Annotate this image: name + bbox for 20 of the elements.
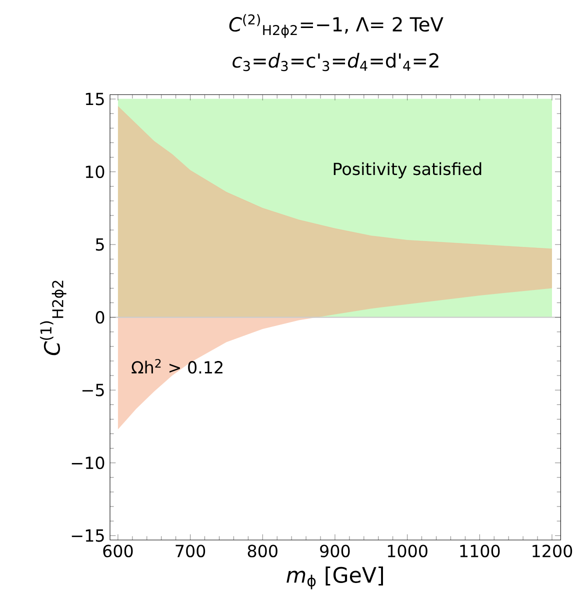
x-tick-label: 700 xyxy=(176,544,206,558)
x-tick-label: 600 xyxy=(103,544,133,558)
y-tick-label: −15 xyxy=(72,529,104,542)
text: c$_{3}$=d$_{3}$=c'$_{3}$=d$_{4}$=d'$_{4}$=2 xyxy=(232,52,439,72)
y-tick-label: −10 xyxy=(72,456,104,470)
annotation: Positivity satisfied xyxy=(334,162,482,178)
y-tick-label: 10 xyxy=(86,165,104,178)
x-tick-label: 1100 xyxy=(460,544,500,558)
x-tick-label: 1200 xyxy=(532,544,572,558)
y-tick-label: 15 xyxy=(86,92,104,106)
y-tick-label: 5 xyxy=(96,238,104,251)
x-axis-title: m$_{ϕ}$ [GeV] xyxy=(286,566,384,590)
x-tick-label: 800 xyxy=(248,544,278,558)
annotation: Ωh$^{2}$ > 0.12 xyxy=(132,358,223,374)
x-tick-label: 900 xyxy=(320,544,350,558)
y-tick-label: −5 xyxy=(82,384,104,396)
x-tick-label: 1000 xyxy=(388,544,428,558)
y-axis-title: C$^{(1)}$H2ϕ2 xyxy=(40,280,66,356)
y-tick-label: 0 xyxy=(96,311,104,324)
chart-title: C$^{(2)}$$_{H2ϕ2}$=−1, Λ= 2 TeV xyxy=(230,14,444,38)
